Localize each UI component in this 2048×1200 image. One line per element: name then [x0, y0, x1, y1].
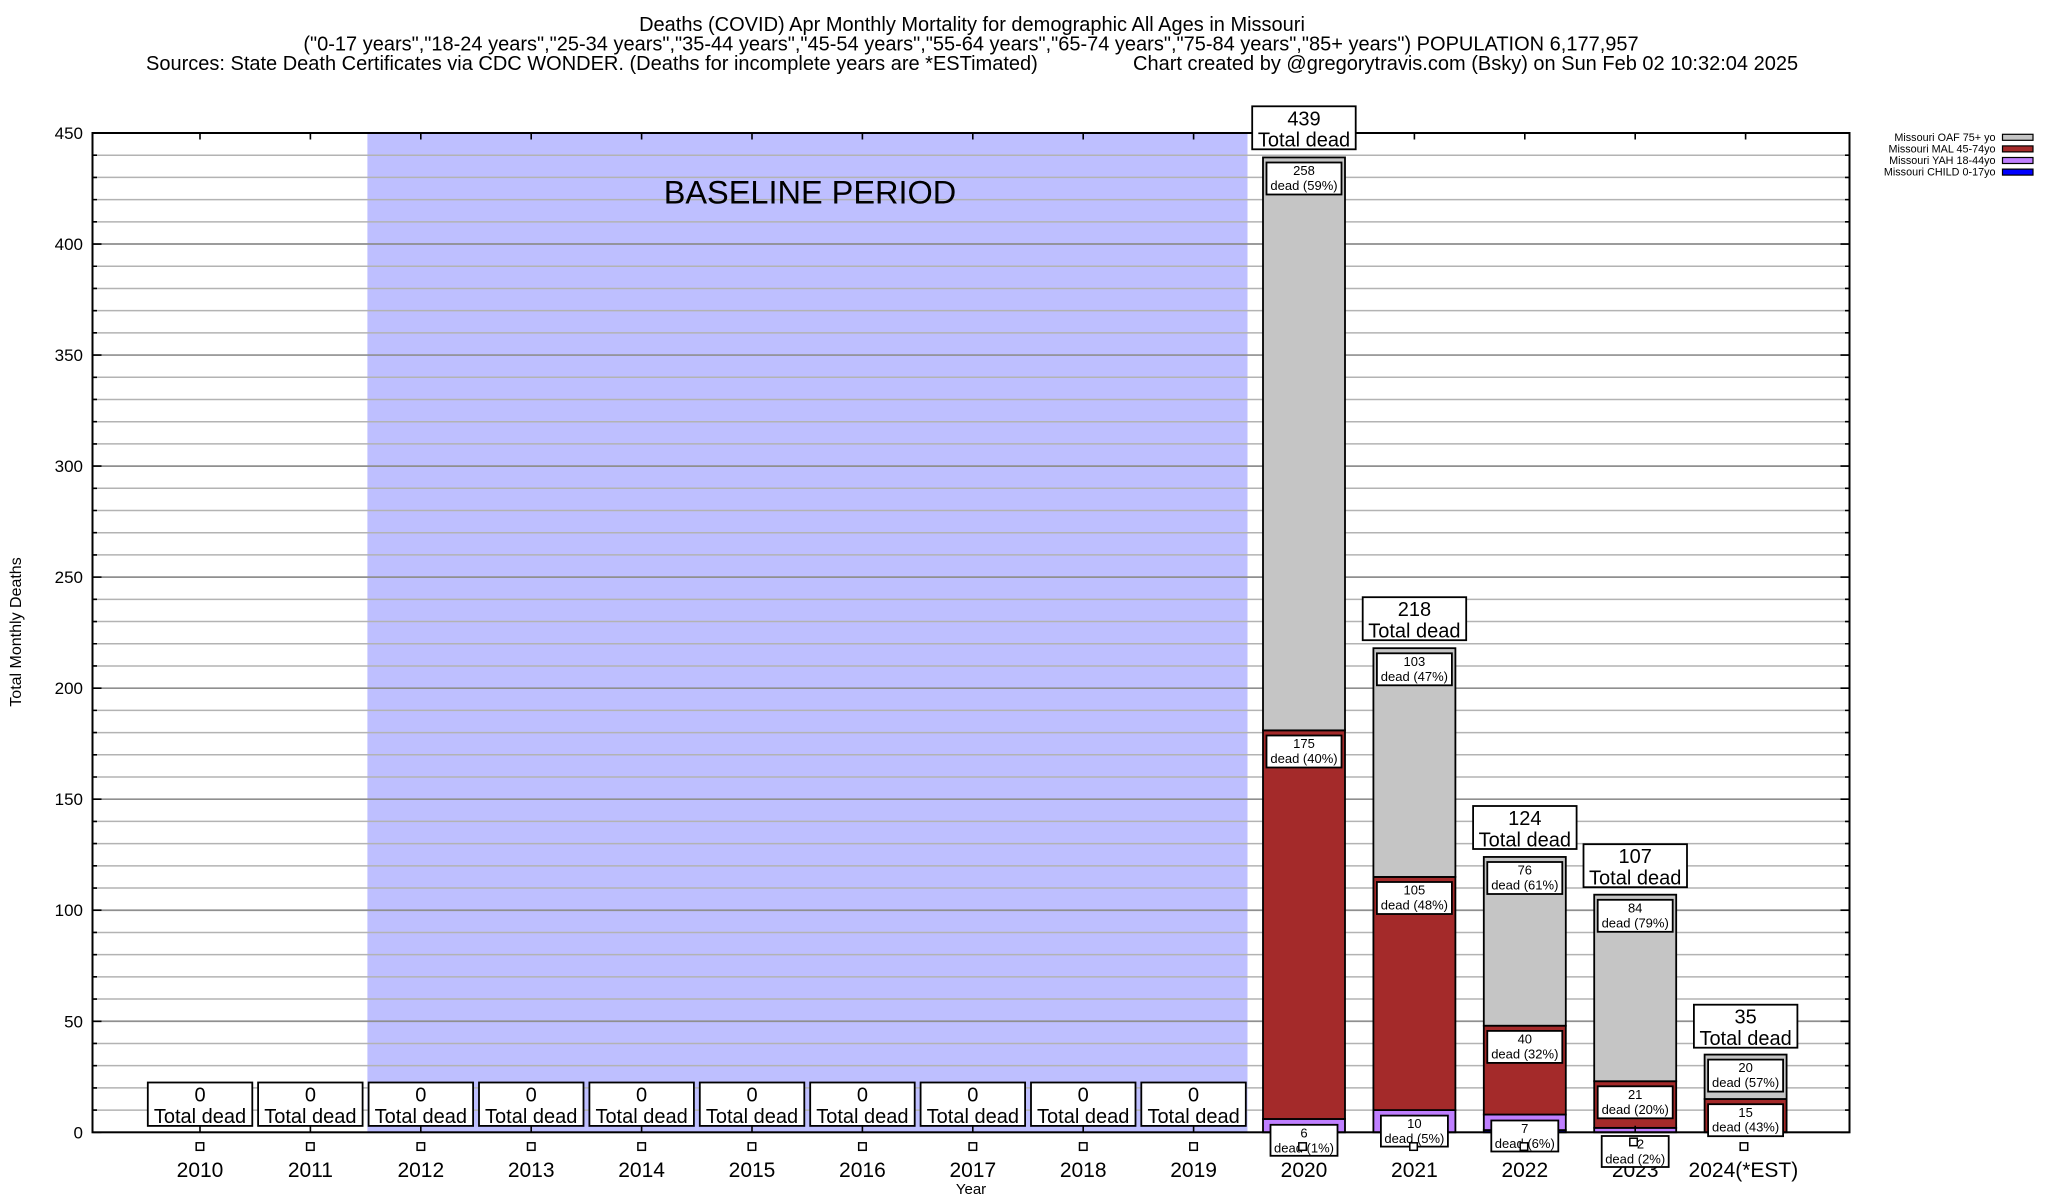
svg-text:Year: Year — [956, 1181, 986, 1198]
svg-text:Sources: State Death Certifica: Sources: State Death Certificates via CD… — [146, 53, 1038, 75]
svg-text:100: 100 — [55, 901, 83, 920]
svg-text:dead (20%): dead (20%) — [1602, 1102, 1669, 1117]
svg-text:Missouri OAF 75+ yo: Missouri OAF 75+ yo — [1894, 132, 1995, 144]
svg-text:0: 0 — [74, 1123, 83, 1142]
svg-text:Total dead: Total dead — [1368, 621, 1460, 643]
svg-text:7: 7 — [1521, 1121, 1528, 1136]
svg-text:2018: 2018 — [1060, 1159, 1107, 1182]
svg-text:2014: 2014 — [618, 1159, 665, 1182]
svg-text:258: 258 — [1293, 163, 1315, 178]
svg-text:Total dead: Total dead — [1589, 868, 1681, 890]
svg-text:2011: 2011 — [288, 1159, 333, 1182]
svg-text:dead (48%): dead (48%) — [1381, 898, 1448, 913]
svg-text:400: 400 — [55, 235, 83, 254]
svg-text:15: 15 — [1738, 1105, 1752, 1120]
svg-text:103: 103 — [1404, 654, 1426, 669]
svg-text:6: 6 — [1300, 1125, 1307, 1140]
svg-text:84: 84 — [1628, 900, 1642, 915]
svg-text:0: 0 — [194, 1085, 205, 1107]
svg-text:dead (5%): dead (5%) — [1384, 1131, 1444, 1146]
svg-text:2013: 2013 — [508, 1159, 555, 1182]
svg-text:450: 450 — [55, 124, 83, 143]
svg-text:2021: 2021 — [1391, 1159, 1438, 1182]
svg-text:0: 0 — [746, 1085, 757, 1107]
svg-text:2016: 2016 — [839, 1159, 886, 1182]
svg-text:2024(*EST): 2024(*EST) — [1689, 1159, 1799, 1182]
svg-text:350: 350 — [55, 346, 83, 365]
svg-text:2017: 2017 — [949, 1159, 996, 1182]
svg-text:124: 124 — [1508, 808, 1541, 830]
svg-text:40: 40 — [1518, 1032, 1532, 1047]
svg-text:0: 0 — [1188, 1085, 1199, 1107]
svg-text:Total dead: Total dead — [706, 1106, 798, 1128]
svg-text:2020: 2020 — [1281, 1159, 1328, 1182]
svg-text:2019: 2019 — [1170, 1159, 1217, 1182]
svg-text:300: 300 — [55, 457, 83, 476]
svg-text:Total dead: Total dead — [264, 1106, 356, 1128]
svg-text:2015: 2015 — [729, 1159, 776, 1182]
svg-text:Total dead: Total dead — [1147, 1106, 1239, 1128]
svg-text:150: 150 — [55, 790, 83, 809]
svg-text:250: 250 — [55, 568, 83, 587]
svg-text:Total dead: Total dead — [1258, 130, 1350, 152]
svg-text:dead (43%): dead (43%) — [1712, 1120, 1779, 1135]
svg-text:35: 35 — [1734, 1007, 1756, 1029]
svg-text:2012: 2012 — [397, 1159, 444, 1182]
svg-text:Total dead: Total dead — [816, 1106, 908, 1128]
svg-text:Chart created by @gregorytravi: Chart created by @gregorytravis.com (Bsk… — [1133, 53, 1798, 75]
svg-text:dead (32%): dead (32%) — [1491, 1046, 1558, 1061]
svg-text:105: 105 — [1404, 883, 1426, 898]
svg-text:BASELINE PERIOD: BASELINE PERIOD — [664, 175, 957, 211]
svg-text:200: 200 — [55, 679, 83, 698]
svg-text:("0-17 years","18-24 years","2: ("0-17 years","18-24 years","25-34 years… — [303, 34, 1638, 56]
svg-text:dead (59%): dead (59%) — [1270, 178, 1337, 193]
svg-text:21: 21 — [1628, 1087, 1642, 1102]
svg-text:Deaths (COVID) Apr Monthly Mor: Deaths (COVID) Apr Monthly Mortality for… — [639, 14, 1305, 36]
svg-text:Total dead: Total dead — [1479, 829, 1571, 851]
svg-text:2022: 2022 — [1501, 1159, 1548, 1182]
svg-text:10: 10 — [1407, 1116, 1421, 1131]
svg-text:439: 439 — [1287, 108, 1320, 130]
svg-text:Total dead: Total dead — [1037, 1106, 1129, 1128]
svg-text:Total Monthly Deaths: Total Monthly Deaths — [8, 557, 25, 706]
svg-text:175: 175 — [1293, 736, 1315, 751]
svg-text:76: 76 — [1518, 863, 1532, 878]
svg-text:Total dead: Total dead — [1699, 1028, 1791, 1050]
svg-text:dead (47%): dead (47%) — [1381, 669, 1448, 684]
svg-text:Missouri YAH 18-44yo: Missouri YAH 18-44yo — [1889, 155, 1995, 167]
svg-text:0: 0 — [526, 1085, 537, 1107]
svg-text:0: 0 — [967, 1085, 978, 1107]
svg-text:dead (2%): dead (2%) — [1605, 1152, 1665, 1167]
svg-text:20: 20 — [1738, 1060, 1752, 1075]
svg-text:Missouri MAL 45-74yo: Missouri MAL 45-74yo — [1888, 144, 1995, 156]
svg-text:0: 0 — [636, 1085, 647, 1107]
svg-text:107: 107 — [1619, 846, 1652, 868]
svg-text:2: 2 — [1637, 1137, 1644, 1152]
svg-text:0: 0 — [415, 1085, 426, 1107]
svg-text:Total dead: Total dead — [375, 1106, 467, 1128]
svg-text:218: 218 — [1398, 599, 1431, 621]
svg-text:dead (40%): dead (40%) — [1270, 751, 1337, 766]
svg-text:Total dead: Total dead — [595, 1106, 687, 1128]
svg-text:dead (79%): dead (79%) — [1602, 915, 1669, 930]
svg-text:Missouri CHILD 0-17yo: Missouri CHILD 0-17yo — [1884, 167, 1996, 179]
svg-text:0: 0 — [1078, 1085, 1089, 1107]
svg-text:Total dead: Total dead — [485, 1106, 577, 1128]
svg-text:2010: 2010 — [177, 1159, 224, 1182]
svg-text:0: 0 — [857, 1085, 868, 1107]
svg-text:50: 50 — [64, 1012, 83, 1031]
svg-text:0: 0 — [305, 1085, 316, 1107]
svg-text:Total dead: Total dead — [154, 1106, 246, 1128]
svg-text:Total dead: Total dead — [927, 1106, 1019, 1128]
svg-text:dead (57%): dead (57%) — [1712, 1075, 1779, 1090]
svg-text:dead (61%): dead (61%) — [1491, 878, 1558, 893]
